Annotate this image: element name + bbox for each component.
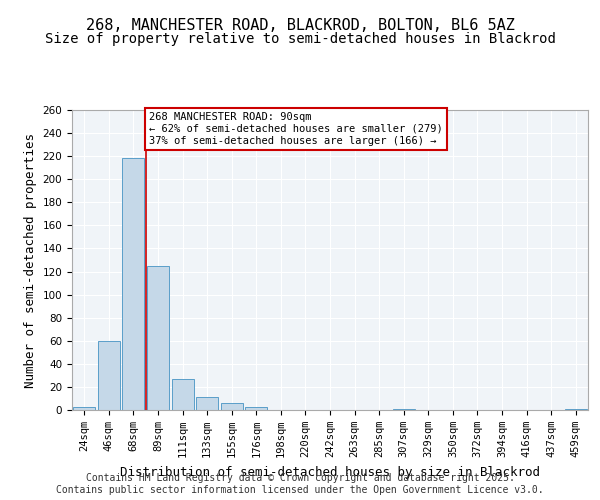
Bar — [245, 406, 268, 410]
Bar — [98, 341, 120, 410]
Bar — [196, 398, 218, 410]
Text: Contains HM Land Registry data © Crown copyright and database right 2025.
Contai: Contains HM Land Registry data © Crown c… — [56, 474, 544, 495]
Bar — [73, 406, 95, 410]
Bar — [147, 266, 169, 410]
Bar — [172, 379, 194, 410]
Bar — [392, 409, 415, 410]
X-axis label: Distribution of semi-detached houses by size in Blackrod: Distribution of semi-detached houses by … — [120, 466, 540, 478]
Y-axis label: Number of semi-detached properties: Number of semi-detached properties — [24, 132, 37, 388]
Text: 268, MANCHESTER ROAD, BLACKROD, BOLTON, BL6 5AZ: 268, MANCHESTER ROAD, BLACKROD, BOLTON, … — [86, 18, 514, 32]
Text: Size of property relative to semi-detached houses in Blackrod: Size of property relative to semi-detach… — [44, 32, 556, 46]
Bar — [221, 403, 243, 410]
Bar — [565, 409, 587, 410]
Text: 268 MANCHESTER ROAD: 90sqm
← 62% of semi-detached houses are smaller (279)
37% o: 268 MANCHESTER ROAD: 90sqm ← 62% of semi… — [149, 112, 443, 146]
Bar — [122, 158, 145, 410]
